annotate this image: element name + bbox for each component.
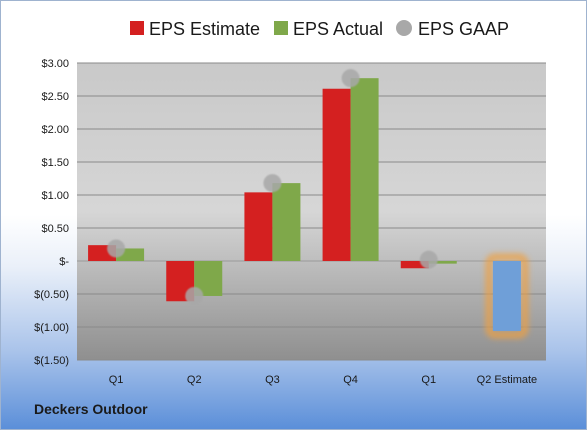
bars-layer [88,78,529,339]
x-axis-ticks: Q1 Q2 Q3 Q4 Q1 Q2 Estimate [109,374,537,386]
x-tick-label: Q4 [343,374,358,386]
gaap-marker [419,250,438,269]
y-tick-label: $1.00 [41,190,69,202]
gridlines [77,62,546,361]
y-tick-label: $(1.50) [34,355,69,367]
actual-bar [272,183,301,261]
legend-swatch-gaap [396,20,412,36]
x-tick-label: Q3 [265,374,280,386]
legend-label-gaap: EPS GAAP [418,19,509,39]
plot-area [77,63,546,360]
y-tick-label: $(0.50) [34,289,69,301]
gaap-marker [341,69,360,88]
x-tick-label: Q2 [187,374,202,386]
gaap-markers-layer [107,69,438,305]
legend-swatch-estimate [130,21,144,35]
estimate-bar [492,261,521,331]
x-tick-label: Q2 Estimate [477,374,538,386]
y-tick-label: $- [59,256,69,268]
estimate-bar [244,192,273,261]
y-tick-label: $0.50 [41,223,69,235]
gaap-marker [185,286,204,305]
y-axis-ticks: $3.00 $2.50 $2.00 $1.50 $1.00 $0.50 $- $(0.50) $… [34,58,69,367]
y-tick-label: $2.00 [41,124,69,136]
legend-swatch-actual [274,21,288,35]
company-name: Deckers Outdoor [34,401,148,417]
y-tick-label: $2.50 [41,91,69,103]
y-tick-label: $(1.00) [34,322,69,334]
y-tick-label: $3.00 [41,58,69,70]
actual-bar [350,78,379,262]
gaap-marker [263,174,282,193]
estimate-bar [400,261,429,269]
estimate-glow [485,253,529,339]
actual-bar [428,261,457,264]
legend-label-actual: EPS Actual [293,19,383,39]
legend-label-estimate: EPS Estimate [149,19,260,39]
x-tick-label: Q1 [109,374,124,386]
legend: EPS Estimate EPS Actual EPS GAAP [130,19,509,39]
y-tick-label: $1.50 [41,157,69,169]
estimate-bar [322,88,351,262]
gaap-marker [107,239,126,258]
x-tick-label: Q1 [421,374,436,386]
